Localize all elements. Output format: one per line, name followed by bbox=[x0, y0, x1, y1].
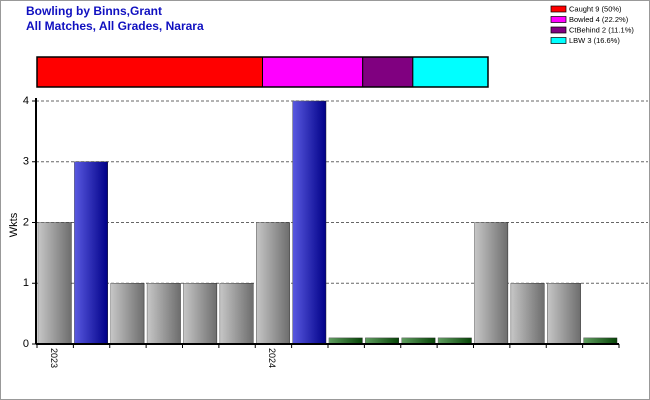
legend-swatch bbox=[550, 26, 567, 34]
y-tick-label: 3 bbox=[23, 156, 29, 168]
y-tick-label: 0 bbox=[23, 338, 29, 350]
bar-shade bbox=[547, 283, 581, 344]
bar-shade bbox=[110, 283, 145, 344]
y-tick-label: 2 bbox=[23, 216, 29, 228]
bar-shade bbox=[38, 222, 72, 344]
bar-shade bbox=[183, 283, 217, 344]
legend-swatch bbox=[550, 37, 567, 44]
breakdown-segment bbox=[262, 56, 364, 88]
bar-shade bbox=[74, 161, 108, 344]
bar-shade bbox=[256, 222, 290, 344]
bar-shade bbox=[438, 337, 472, 344]
chart-title: Bowling by Binns,Grant bbox=[26, 4, 162, 18]
legend-label: CtBehind 2 (11.1%) bbox=[569, 25, 634, 34]
bar-shade bbox=[292, 101, 326, 344]
bar-shade bbox=[583, 337, 617, 344]
legend-label: LBW 3 (16.6%) bbox=[569, 36, 620, 45]
bar-shade bbox=[329, 337, 363, 344]
bar-shade bbox=[147, 283, 181, 344]
legend-label: Caught 9 (50%) bbox=[569, 4, 622, 13]
breakdown-segment bbox=[412, 56, 489, 88]
chart-subtitle: All Matches, All Grades, Narara bbox=[26, 19, 204, 33]
bar-shade bbox=[510, 283, 545, 344]
bar-shade bbox=[365, 337, 399, 344]
legend-swatch bbox=[550, 5, 567, 13]
y-tick-label: 4 bbox=[23, 95, 29, 107]
bar-shade bbox=[474, 222, 508, 344]
x-tick-label: 2024 bbox=[267, 348, 277, 368]
legend-swatch bbox=[550, 16, 567, 23]
bar-shade bbox=[401, 337, 436, 344]
bar-shade bbox=[219, 283, 254, 344]
breakdown-segment bbox=[362, 56, 414, 88]
y-tick-label: 1 bbox=[23, 277, 29, 289]
x-tick-label: 2023 bbox=[49, 348, 59, 368]
y-axis-label: Wkts bbox=[8, 212, 20, 237]
breakdown-segment bbox=[36, 56, 263, 88]
breakdown-border bbox=[36, 56, 489, 88]
legend-label: Bowled 4 (22.2%) bbox=[569, 15, 629, 24]
